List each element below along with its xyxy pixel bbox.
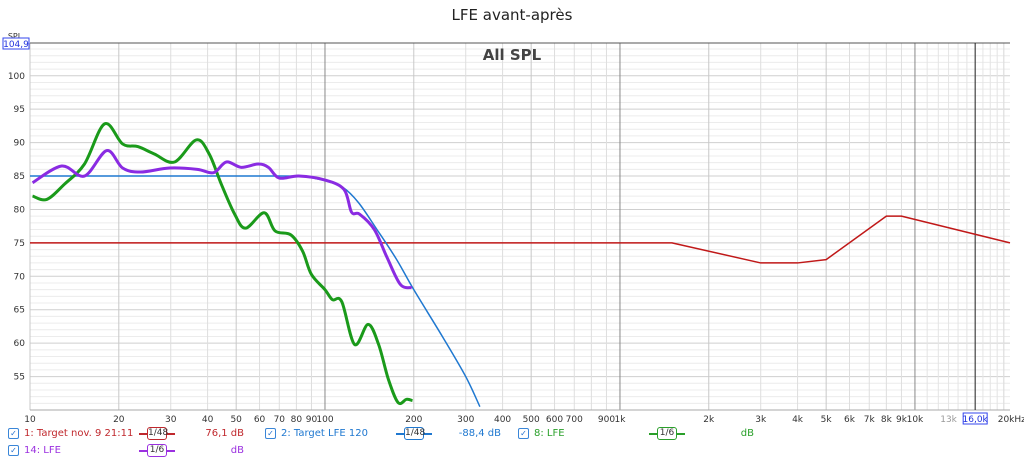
x-tick-label: 80 [291,415,303,425]
x-tick-label: 10 [24,415,36,425]
overlay-label: All SPL [483,46,542,64]
series-line-2 [29,175,481,407]
y-tick-label: 70 [14,272,26,282]
x-tick-label: 10k [907,415,924,425]
smoothing-button[interactable]: 1/6 [147,444,167,457]
legend-checkbox[interactable]: ✓ [8,428,19,439]
x-tick-label: 6k [844,415,856,425]
x-tick-label: 200 [405,415,422,425]
chart-title: LFE avant-après [451,6,573,24]
x-tick-label: 3k [755,415,767,425]
x-tick-label: 100 [316,415,333,425]
legend-label: 2: Target LFE 120 [281,428,368,439]
y-tick-label: 85 [14,172,25,182]
x-tick-label: 60 [254,415,266,425]
legend-value: dB [740,428,754,439]
y-tick-label: 95 [14,105,25,115]
legend-checkbox[interactable]: ✓ [8,445,19,456]
legend-label: 8: LFE [534,428,565,439]
legend-item: ✓ 1: Target nov. 9 21:11 [8,428,133,439]
legend-value: 76,1 dB [205,428,244,439]
legend-item: ✓ 8: LFE [518,428,565,439]
x-cursor-value: 16,0k [963,415,989,425]
legend-item: ✓ 14: LFE [8,445,61,456]
smoothing-button[interactable]: 1/48 [404,427,426,440]
y-top-value: 104,9 [3,40,29,50]
legend-label: 1: Target nov. 9 21:11 [24,428,134,439]
x-tick-label: 7k [864,415,876,425]
legend-value: dB [230,445,244,456]
x-cursor-box [962,412,988,425]
series-line-1 [30,215,1011,264]
legend-checkbox[interactable]: ✓ [518,428,529,439]
x-tick-label: 90 [306,415,318,425]
legend-checkbox[interactable]: ✓ [265,428,276,439]
y-tick-label: 90 [14,139,26,149]
y-tick-label: 100 [8,72,25,82]
x-tick-label: 20 [113,415,125,425]
smoothing-button[interactable]: 1/6 [657,427,677,440]
x-tick-label: 2k [703,415,715,425]
x-tick-label: 600 [546,415,563,425]
x-tick-label: 20kHz [998,415,1024,425]
y-axis-label: SPL [8,32,23,41]
x-tick-label: 8k [881,415,893,425]
y-tick-label: 55 [14,373,25,383]
smoothing-button[interactable]: 1/48 [147,427,169,440]
legend-value: -88,4 dB [458,428,501,439]
legend-item: ✓ 2: Target LFE 120 [265,428,368,439]
x-tick-label: 40 [202,415,214,425]
x-tick-label: 900 [598,415,615,425]
x-tick-label: 9k [896,415,908,425]
x-tick-label: 300 [457,415,474,425]
x-tick-label: 4k [792,415,804,425]
x-tick-label: 5k [821,415,833,425]
y-top-box [2,37,30,50]
y-tick-label: 60 [14,339,26,349]
x-tick-label: 500 [523,415,540,425]
x-tick-label: 50 [230,415,242,425]
x-tick-label: 30 [165,415,177,425]
y-tick-label: 80 [14,205,26,215]
x-tick-label: 700 [566,415,583,425]
x-tick-label: 400 [494,415,511,425]
x-tick-label: 13k [940,415,957,425]
x-tick-label: 1k [614,415,626,425]
legend-label: 14: LFE [24,445,61,456]
y-tick-label: 75 [14,239,25,249]
series-line-4 [31,149,413,290]
y-tick-label: 65 [14,306,25,316]
x-tick-label: 70 [274,415,286,425]
